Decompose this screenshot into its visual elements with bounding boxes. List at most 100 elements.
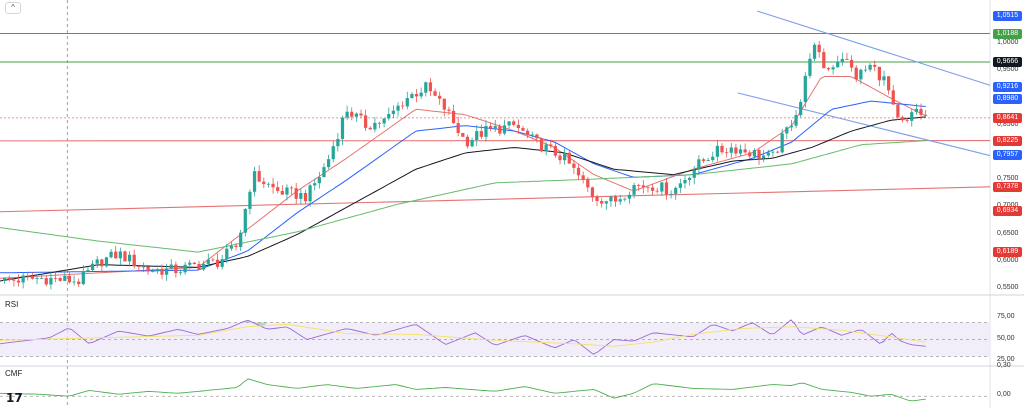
candle-body	[701, 159, 706, 162]
candle-body	[484, 125, 488, 137]
candle-body	[618, 199, 622, 202]
candle-body	[687, 177, 692, 180]
candle-body	[623, 198, 627, 200]
candle-body	[104, 257, 109, 267]
candle-body	[530, 134, 534, 136]
candle-body	[683, 179, 687, 184]
candle-body	[775, 151, 780, 153]
candle-body	[12, 279, 16, 281]
candle-body	[637, 185, 641, 186]
trend-line	[737, 92, 991, 157]
rsi-tick-label: 25,00	[997, 355, 1015, 363]
candle-body	[35, 278, 39, 279]
candle-body	[558, 155, 562, 161]
candle-body	[174, 264, 178, 274]
candle-body	[669, 193, 673, 195]
price-level-tag: 0,8980	[993, 94, 1022, 105]
candle-body	[650, 187, 655, 191]
candle-body	[90, 263, 95, 271]
candle-body	[655, 190, 659, 192]
price-level-tag: 0,9216	[993, 81, 1022, 92]
candle-body	[308, 185, 312, 202]
candle-body	[604, 201, 608, 204]
candle-body	[364, 115, 368, 128]
candle-body	[229, 245, 234, 249]
cmf-label: CMF	[5, 369, 23, 378]
candle-body	[44, 278, 48, 285]
candle-body	[854, 67, 858, 80]
candle-body	[840, 58, 844, 62]
candle-body	[262, 181, 266, 185]
candle-body	[799, 101, 803, 116]
price-level-tag: 1,0188	[993, 28, 1022, 39]
candle-body	[526, 130, 530, 135]
tradingview-logo: 17	[6, 391, 23, 405]
candle-body	[276, 187, 280, 191]
candle-body	[215, 259, 220, 267]
candle-body	[86, 270, 90, 272]
candle-body	[808, 58, 812, 76]
candle-body	[896, 104, 900, 118]
candle-body	[151, 271, 155, 273]
candle-body	[465, 136, 470, 147]
candle-body	[729, 147, 733, 153]
candle-body	[7, 277, 11, 280]
candle-body	[118, 251, 122, 259]
trend-lines	[0, 10, 991, 213]
candle-body	[3, 277, 7, 282]
cmf-tick-label: 0,30	[997, 362, 1011, 369]
cmf-line	[0, 378, 926, 402]
candle-body	[891, 90, 895, 105]
candle-body	[340, 117, 345, 139]
price-tick-label: 0,7000	[997, 202, 1018, 209]
candle-body	[502, 125, 507, 134]
candle-body	[590, 187, 595, 197]
candle-body	[211, 259, 215, 261]
candle-body	[674, 187, 678, 194]
candle-body	[299, 192, 303, 199]
candle-body	[396, 105, 400, 111]
chevron-up-icon[interactable]: ^	[5, 2, 21, 14]
candle-body	[812, 44, 817, 59]
price-tick-label: 0,7500	[997, 175, 1019, 183]
candle-body	[183, 264, 187, 273]
candle-body	[720, 145, 724, 153]
candle-body	[53, 277, 58, 279]
candle-body	[331, 146, 335, 160]
candle-body	[757, 150, 761, 159]
candle-body	[803, 75, 807, 102]
price-tick-label: 0,6000	[997, 256, 1019, 264]
candle-body	[771, 151, 775, 153]
candle-body	[317, 177, 321, 184]
candle-body	[428, 82, 433, 92]
candle-body	[188, 262, 192, 265]
moving-average-line	[0, 100, 926, 274]
candle-body	[845, 58, 849, 60]
candle-body	[831, 67, 835, 70]
candle-body	[271, 183, 275, 188]
candle-body	[877, 66, 881, 81]
candle-body	[539, 138, 544, 152]
candle-body	[660, 182, 664, 192]
candle-body	[905, 120, 909, 122]
trend-line	[757, 10, 991, 86]
candle-body	[132, 254, 136, 267]
rsi-tick-label: 75,00	[997, 313, 1015, 321]
candle-body	[350, 111, 354, 117]
candle-body	[382, 118, 386, 124]
candle-body	[442, 98, 446, 110]
candle-body	[553, 146, 558, 156]
candle-body	[285, 187, 289, 195]
candle-body	[586, 179, 590, 188]
candle-body	[280, 190, 284, 195]
price-level-tag: 0,8225	[993, 135, 1022, 146]
candle-body	[220, 259, 224, 267]
candle-body	[868, 64, 872, 70]
candle-body	[785, 127, 789, 134]
candle-body	[613, 196, 618, 202]
candle-body	[326, 159, 331, 168]
candle-body	[451, 110, 456, 124]
candle-body	[873, 64, 877, 67]
candle-body	[410, 94, 414, 99]
candle-body	[512, 121, 516, 125]
